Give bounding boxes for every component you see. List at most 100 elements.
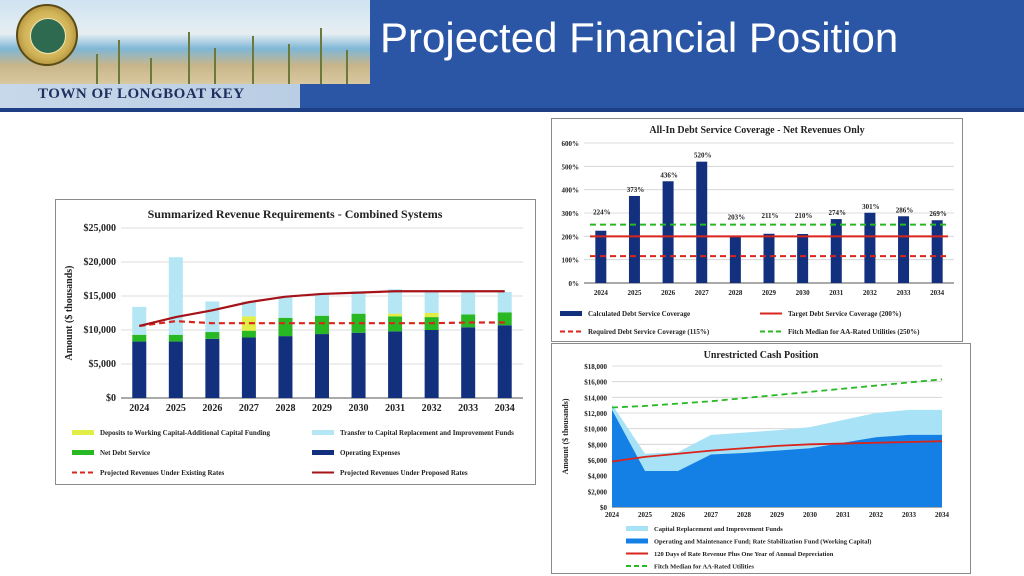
y-tick-label: $15,000 (84, 291, 117, 302)
y-tick-label: $18,000 (584, 363, 607, 371)
coverage-bar (628, 195, 640, 283)
bar-segment (388, 289, 403, 314)
bar-segment (424, 290, 439, 313)
bar-segment (315, 315, 329, 335)
coverage-bar (864, 212, 876, 283)
legend-label: Projected Revenues Under Existing Rates (100, 469, 224, 477)
bar-segment (388, 313, 403, 317)
x-tick-label: 2027 (704, 511, 719, 519)
chart-title: Unrestricted Cash Position (704, 350, 819, 361)
y-tick-label: $2,000 (588, 488, 608, 496)
cash-chart: Unrestricted Cash Position $0 $2,000 $4,000… (561, 350, 950, 571)
x-tick-label: 2030 (803, 511, 818, 519)
x-tick-label: 2026 (671, 511, 686, 519)
series-line (611, 440, 943, 463)
coverage-bar (696, 161, 708, 283)
x-tick-label: 2029 (770, 511, 785, 519)
revenue-chart-panel: Summarized Revenue Requirements - Combin… (55, 199, 536, 485)
x-tick-label: 2026 (202, 403, 222, 414)
data-label: 520% (694, 152, 712, 160)
bar-segment (315, 334, 329, 398)
x-tick-label: 2034 (935, 511, 950, 519)
x-tick-label: 2028 (275, 403, 295, 414)
data-label: 203% (728, 214, 746, 222)
area-series (612, 409, 942, 507)
y-tick-label: $20,000 (84, 257, 117, 268)
legend-label: Operating and Maintenance Fund; Rate Sta… (654, 539, 871, 546)
bar-segment (168, 257, 183, 335)
data-label: 210% (795, 212, 813, 220)
legend-label: Fitch Median for AA-Rated Utilities (250… (788, 328, 920, 336)
bar-segment (388, 316, 403, 332)
y-tick-label: $6,000 (588, 457, 608, 465)
data-label: 286% (896, 206, 914, 214)
y-tick-label: 400% (562, 187, 580, 195)
legend-label: Projected Revenues Under Proposed Rates (340, 469, 468, 477)
bar-segment (424, 313, 439, 318)
legend-swatch (626, 526, 648, 531)
y-tick-label: $0 (106, 393, 116, 404)
x-tick-label: 2025 (627, 289, 642, 297)
page-title: Projected Financial Position (380, 14, 899, 61)
y-tick-label: $10,000 (84, 325, 117, 336)
town-name-strip (0, 84, 300, 108)
chart-title: All-In Debt Service Coverage - Net Reven… (649, 125, 864, 136)
bar-segment (461, 327, 476, 398)
x-tick-label: 2028 (737, 511, 752, 519)
bar-segment (132, 306, 147, 335)
coverage-chart-panel: All-In Debt Service Coverage - Net Reven… (551, 118, 963, 342)
x-tick-label: 2032 (422, 403, 442, 414)
coverage-bar (662, 181, 674, 283)
y-tick-label: 200% (562, 233, 580, 241)
bar-segment (278, 297, 293, 318)
y-tick-label: $0 (600, 504, 608, 512)
coverage-bar (763, 233, 775, 283)
bar-segment (351, 291, 366, 314)
header-divider (0, 108, 1024, 112)
data-label: 269% (929, 210, 947, 218)
legend-label: Capital Replacement and Improvement Fund… (654, 526, 783, 533)
bar-segment (168, 341, 183, 398)
coverage-bar (931, 220, 943, 283)
data-label: 224% (593, 209, 611, 217)
coverage-bar (797, 234, 809, 283)
bar-segment (132, 334, 147, 342)
x-tick-label: 2027 (239, 403, 259, 414)
cash-chart-panel: Unrestricted Cash Position $0 $2,000 $4,000… (551, 343, 971, 574)
coverage-bar (830, 219, 842, 283)
legend-label: Transfer to Capital Replacement and Impr… (340, 429, 514, 437)
chart-title: Summarized Revenue Requirements - Combin… (148, 207, 443, 221)
y-tick-label: 0% (569, 280, 580, 288)
x-tick-label: 2029 (312, 403, 332, 414)
coverage-bar (729, 235, 741, 283)
legend-swatch (72, 450, 94, 455)
town-name: TOWN OF LONGBOAT KEY (38, 86, 245, 102)
y-tick-label: $8,000 (588, 441, 608, 449)
bar-segment (241, 330, 256, 338)
legend-swatch (312, 450, 334, 455)
x-tick-label: 2027 (695, 289, 710, 297)
bar-segment (278, 317, 293, 337)
y-axis-label: Amount ($ thousands) (64, 265, 75, 360)
legend-label: Deposits to Working Capital-Additional C… (100, 429, 271, 437)
legend-swatch (72, 430, 94, 435)
x-tick-label: 2030 (349, 403, 369, 414)
y-tick-label: $10,000 (584, 426, 607, 434)
x-tick-label: 2031 (829, 289, 844, 297)
x-tick-label: 2031 (385, 403, 405, 414)
bar-segment (424, 330, 439, 398)
bar-segment (278, 336, 293, 398)
x-tick-label: 2026 (661, 289, 676, 297)
x-tick-label: 2031 (836, 511, 851, 519)
data-label: 274% (829, 209, 847, 217)
bar-segment (315, 293, 329, 316)
x-tick-label: 2024 (594, 289, 609, 297)
bar-segment (351, 313, 366, 333)
bar-segment (168, 334, 183, 342)
x-tick-label: 2025 (638, 511, 653, 519)
coverage-chart: All-In Debt Service Coverage - Net Reven… (560, 125, 954, 336)
series-line (139, 320, 505, 328)
bar-segment (205, 338, 220, 398)
x-tick-label: 2025 (166, 403, 186, 414)
y-tick-label: 500% (562, 163, 580, 171)
